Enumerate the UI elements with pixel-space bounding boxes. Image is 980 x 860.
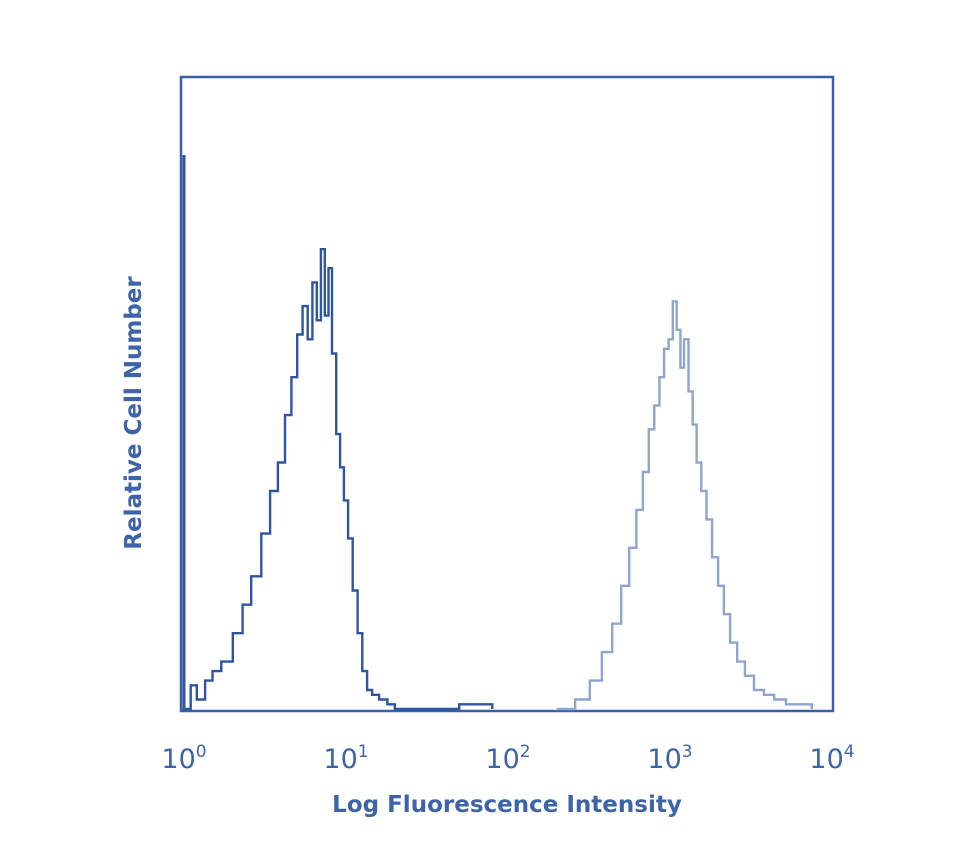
x-tick-label: 103 [647, 742, 692, 775]
series-layer [184, 248, 813, 711]
x-tick-label: 100 [161, 742, 206, 775]
y-axis-title: Relative Cell Number [121, 276, 147, 550]
x-axis-title: Log Fluorescence Intensity [332, 792, 682, 818]
histogram-series-stained [556, 300, 813, 711]
plot-frame [179, 75, 835, 713]
x-tick-label: 104 [809, 742, 854, 775]
x-tick-label: 102 [485, 742, 530, 775]
histogram-series-control [184, 248, 494, 711]
x-tick-labels: 100 101 102 103 104 [161, 742, 854, 775]
x-tick-label: 101 [323, 742, 368, 775]
